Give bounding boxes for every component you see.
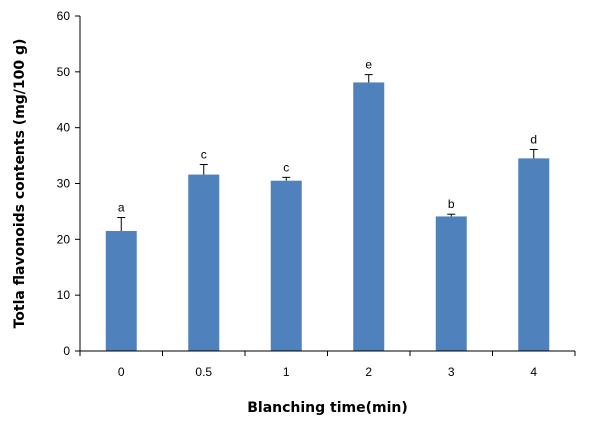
significance-label: a xyxy=(118,201,125,215)
x-tick-label: 3 xyxy=(448,365,455,379)
bar xyxy=(270,180,302,351)
significance-label: c xyxy=(283,160,289,174)
y-tick-label: 50 xyxy=(57,65,71,79)
significance-label: d xyxy=(530,132,537,146)
bar xyxy=(518,158,550,351)
bar xyxy=(353,82,385,352)
x-axis-title: Blanching time(min) xyxy=(247,400,408,416)
significance-label: c xyxy=(201,148,207,162)
x-tick-label: 0 xyxy=(118,365,125,379)
x-tick-label: 1 xyxy=(283,365,290,379)
x-tick-label: 0.5 xyxy=(195,365,212,379)
y-tick-label: 60 xyxy=(57,9,71,23)
y-tick-label: 30 xyxy=(57,177,71,191)
bar xyxy=(105,230,137,351)
x-tick-label: 2 xyxy=(365,365,372,379)
bar xyxy=(435,216,467,351)
y-tick-label: 20 xyxy=(57,232,71,246)
significance-label: b xyxy=(448,197,455,211)
y-axis-title: Totla flavonoids contents (mg/100 g) xyxy=(12,39,28,329)
y-tick-label: 40 xyxy=(57,121,71,135)
y-tick-label: 0 xyxy=(63,344,70,358)
significance-label: e xyxy=(365,58,372,72)
x-tick-label: 4 xyxy=(530,365,537,379)
bar xyxy=(188,174,220,351)
y-tick-label: 10 xyxy=(57,288,71,302)
